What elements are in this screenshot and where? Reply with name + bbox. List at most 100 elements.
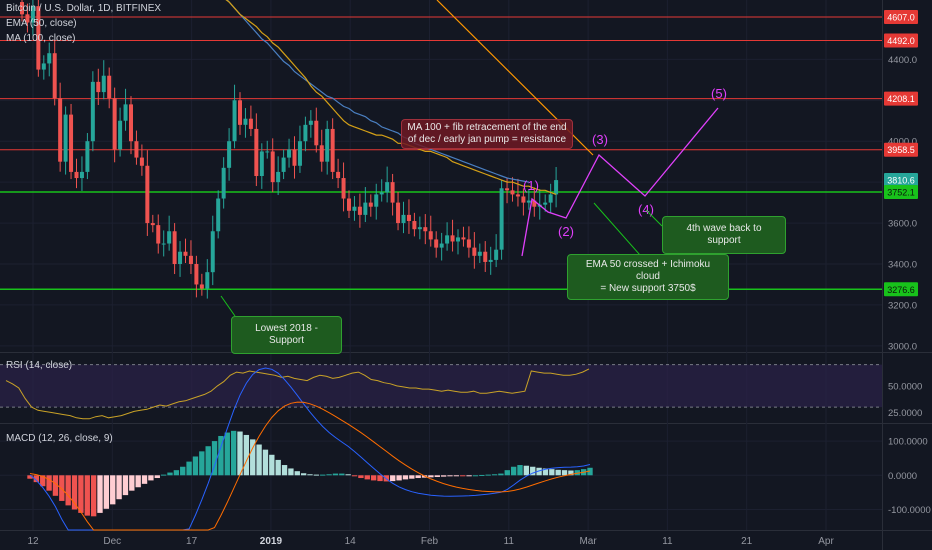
candle-body <box>472 247 477 256</box>
candle-body <box>347 198 351 211</box>
ma100-line <box>226 0 530 183</box>
macd-histogram-bar <box>409 475 415 479</box>
ema-legend[interactable]: EMA (50, close) <box>6 18 77 29</box>
candle-body <box>281 157 286 172</box>
macd-histogram-bar <box>192 456 199 476</box>
macd-histogram-bar <box>428 475 434 478</box>
macd-histogram-bar <box>447 475 453 477</box>
macd-histogram-bar <box>269 454 275 476</box>
candle-body <box>505 188 510 191</box>
x-tick-label: 21 <box>741 536 753 547</box>
macd-histogram-bar <box>307 474 313 476</box>
candle-body <box>499 188 504 250</box>
candlestick-series <box>20 0 559 299</box>
macd-histogram-bar <box>542 468 549 476</box>
price-tag-label: 4607.0 <box>887 12 915 22</box>
moving-averages <box>225 0 557 195</box>
price-tag-resistance <box>884 142 918 157</box>
x-tick-label: Apr <box>818 536 834 547</box>
macd-histogram-bar <box>281 465 288 476</box>
macd-histogram-bar <box>294 471 300 476</box>
wave-label: (1) <box>523 178 539 193</box>
candle-body <box>74 171 79 179</box>
macd-histogram-bar <box>300 473 307 476</box>
candle-body <box>390 182 395 203</box>
macd-histogram-bar <box>275 459 281 476</box>
macd-histogram-bar <box>154 475 160 479</box>
macd-histogram-bar <box>84 475 90 516</box>
macd-histogram-bar <box>498 473 504 476</box>
candle-body <box>412 221 417 230</box>
macd-tick-label: 0.0000 <box>888 471 917 482</box>
candle-body <box>401 214 406 224</box>
time-axis: 12 Dec 17 2019 14 Feb 11 Mar 11 21 Apr <box>27 536 834 547</box>
candle-body <box>303 124 308 142</box>
macd-histogram-bar <box>364 475 370 480</box>
candle-body <box>139 157 144 166</box>
candle-body <box>232 100 237 142</box>
macd-histogram-bar <box>129 475 135 491</box>
price-tag-resistance <box>884 9 918 24</box>
macd-histogram-bar <box>65 475 71 506</box>
x-tick-label: Feb <box>421 536 439 547</box>
candle-body <box>85 141 90 172</box>
new-support-note-line-1: EMA 50 crossed + Ichimoku cloud <box>585 259 711 282</box>
candle-body <box>156 225 161 244</box>
macd-histogram-bar <box>574 470 580 476</box>
macd-histogram-bar <box>332 473 339 476</box>
macd-histogram-bar <box>173 470 180 476</box>
candle-body <box>270 151 275 183</box>
candle-body <box>172 231 177 264</box>
candle-body <box>199 284 204 289</box>
candle-body <box>30 6 35 23</box>
candle-body <box>406 214 411 222</box>
macd-histogram-bar <box>262 449 269 476</box>
macd-histogram-bar <box>587 467 593 476</box>
candle-body <box>363 202 368 215</box>
candle-body <box>129 104 133 142</box>
candle-body <box>423 227 428 232</box>
macd-histogram-bar <box>320 474 326 476</box>
macd-histogram-bar <box>313 474 320 476</box>
candle-body <box>385 182 390 193</box>
candle-body <box>287 149 292 158</box>
rsi-pane <box>0 364 882 420</box>
macd-histogram-bar <box>561 470 568 476</box>
macd-histogram-bar <box>485 474 491 476</box>
macd-histogram-bar <box>549 469 555 476</box>
candle-body <box>63 114 68 162</box>
price-tag-label: 3958.5 <box>887 145 915 155</box>
candle-body <box>297 141 302 166</box>
macd-pane <box>0 367 882 531</box>
candle-body <box>259 151 264 176</box>
macd-histogram-bar <box>250 439 256 476</box>
ma-legend[interactable]: MA (100, close) <box>6 33 76 44</box>
macd-histogram-bar <box>523 465 530 476</box>
candle-body <box>319 145 324 162</box>
lowest-2018-note: Lowest 2018 - Support <box>231 316 342 354</box>
new-support-note: EMA 50 crossed + Ichimoku cloud = New su… <box>567 254 729 300</box>
candle-body <box>445 235 450 244</box>
candle-body <box>243 118 248 125</box>
macd-histogram-bar <box>71 475 78 510</box>
candle-body <box>515 194 520 197</box>
candle-body <box>526 200 531 203</box>
candle-body <box>417 227 422 230</box>
candle-body <box>101 75 106 93</box>
candle-body <box>336 171 341 179</box>
rsi-legend[interactable]: RSI (14, close) <box>6 360 73 371</box>
price-tag-support <box>884 282 918 297</box>
candle-body <box>483 251 488 262</box>
macd-histogram-bar <box>377 475 383 482</box>
macd-histogram-bar <box>103 475 110 509</box>
macd-histogram-bar <box>122 475 129 496</box>
macd-histogram-bar <box>530 466 536 476</box>
macd-histogram-bar <box>78 475 84 513</box>
candle-body <box>521 196 526 203</box>
candle-body <box>134 141 139 158</box>
candle-body <box>276 171 281 183</box>
macd-legend[interactable]: MACD (12, 26, close, 9) <box>6 433 113 444</box>
candle-body <box>238 100 242 125</box>
macd-histogram-bar <box>116 475 122 500</box>
